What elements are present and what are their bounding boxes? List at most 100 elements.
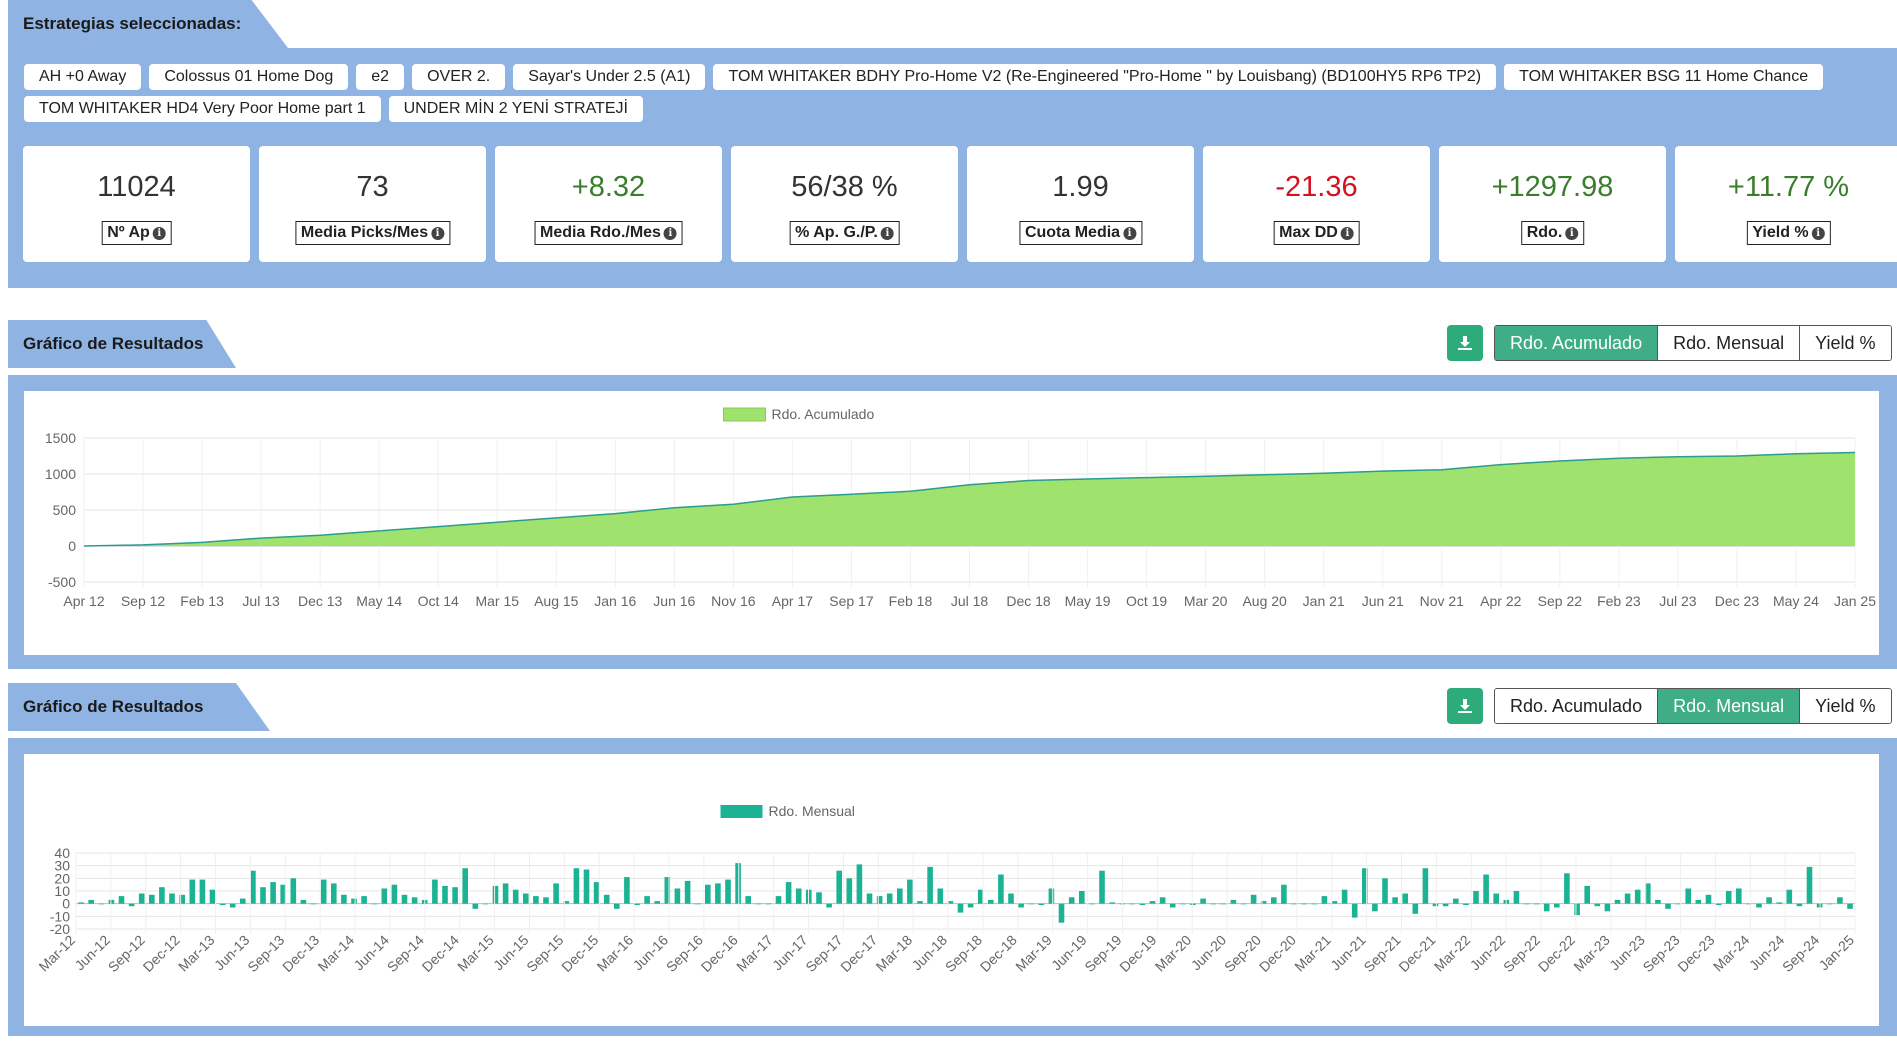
x-tick-label: Aug 15: [534, 593, 579, 609]
bar: [1837, 897, 1843, 904]
info-icon[interactable]: i: [1811, 227, 1825, 240]
x-tick-label: May 14: [356, 593, 402, 609]
x-tick-label: Jan 25: [1834, 593, 1876, 609]
legend-swatch: [723, 407, 766, 422]
x-tick-label: Apr 12: [63, 593, 104, 609]
bar: [573, 868, 580, 904]
y-tick-label: 10: [54, 883, 70, 899]
bar: [1422, 868, 1429, 904]
bar: [1786, 889, 1793, 904]
bar: [1614, 899, 1621, 904]
stat-value: -21.36: [1275, 171, 1358, 203]
bar: [937, 888, 944, 904]
bar: [1149, 901, 1156, 904]
x-tick-label: Dec-16: [698, 932, 741, 975]
bar: [1068, 897, 1075, 904]
info-icon[interactable]: i: [1340, 227, 1354, 240]
chart2-canvas: -20 -10 0 10 20 30 40 Mar-12 Jun-12 Sep-12 Dec-12 M…: [24, 754, 1879, 1026]
info-icon[interactable]: i: [1565, 227, 1579, 240]
bar: [907, 879, 913, 904]
bar: [1705, 894, 1712, 904]
y-tick-label: 1500: [45, 430, 76, 446]
bar: [1584, 885, 1590, 904]
stat-card: 56/38 % % Ap. G./P. i: [731, 146, 958, 262]
stat-card: +8.32 Media Rdo./Mes i: [495, 146, 722, 262]
info-icon[interactable]: i: [880, 227, 894, 240]
bar: [270, 882, 276, 904]
stat-label[interactable]: Rdo. i: [1520, 221, 1585, 245]
view-tab-monthly[interactable]: Rdo. Mensual: [1657, 689, 1800, 723]
stat-label[interactable]: Cuota Media i: [1018, 221, 1143, 245]
info-icon[interactable]: i: [1123, 227, 1137, 240]
stat-label[interactable]: Nº Ap i: [101, 221, 172, 245]
bar: [351, 898, 357, 904]
download-icon: [1458, 336, 1472, 350]
bar: [502, 883, 509, 904]
bar: [1301, 903, 1307, 905]
x-tick-label: Nov 16: [711, 593, 756, 609]
stat-value: 56/38 %: [791, 171, 898, 203]
bar: [1190, 903, 1196, 905]
bar: [1240, 903, 1247, 905]
x-tick-label: Dec-23: [1674, 932, 1717, 975]
stat-label[interactable]: Media Picks/Mes i: [294, 221, 451, 245]
x-tick-label: Mar 20: [1184, 593, 1228, 609]
bar: [1079, 891, 1085, 904]
x-tick-label: Sep-21: [1360, 932, 1403, 975]
bar: [1685, 888, 1691, 904]
bar: [1483, 874, 1489, 904]
view-tab-yield[interactable]: Yield %: [1799, 326, 1891, 360]
bar: [1180, 903, 1186, 905]
x-tick-label: Sep-24: [1779, 932, 1822, 975]
bar: [462, 868, 468, 904]
bar: [523, 893, 529, 904]
x-tick-label: Sep-22: [1500, 932, 1543, 975]
stat-card: 1.99 Cuota Media i: [967, 146, 1194, 262]
info-icon[interactable]: i: [152, 227, 166, 240]
view-tab-yield[interactable]: Yield %: [1799, 689, 1891, 723]
info-icon[interactable]: i: [431, 227, 445, 240]
bar: [320, 879, 327, 904]
bar: [1281, 884, 1287, 904]
bar: [1362, 868, 1368, 904]
bar: [1806, 866, 1813, 904]
view-tab-cumulative[interactable]: Rdo. Acumulado: [1495, 689, 1658, 723]
bar: [108, 899, 115, 904]
bar: [664, 877, 671, 904]
view-tab-monthly[interactable]: Rdo. Mensual: [1657, 326, 1800, 360]
bar: [250, 870, 256, 904]
stat-label[interactable]: Max DD i: [1273, 221, 1360, 245]
x-tick-label: Dec-22: [1535, 932, 1578, 975]
chart2-view-toggle: Rdo. Acumulado Rdo. Mensual Yield %: [1494, 688, 1892, 724]
bar: [1402, 893, 1408, 904]
stat-label[interactable]: Media Rdo./Mes i: [534, 221, 683, 245]
bar: [1554, 903, 1560, 908]
bar: [826, 903, 832, 908]
bar: [1260, 901, 1267, 904]
x-tick-label: Mar-15: [454, 932, 497, 975]
bar: [1008, 893, 1014, 904]
y-tick-label: -10: [50, 908, 70, 924]
bar: [1543, 903, 1550, 912]
stat-card: 73 Media Picks/Mes i: [259, 146, 486, 262]
bar: [957, 903, 964, 913]
bar: [300, 899, 307, 904]
bar: [614, 903, 620, 909]
bar: [886, 893, 893, 904]
bar: [533, 896, 539, 904]
bar: [260, 887, 266, 904]
bar: [492, 885, 499, 904]
monthly-bar-chart: -20-10010203040Mar-12Jun-12Sep-12Dec-12M…: [35, 803, 1857, 975]
stat-label-text: Nº Ap: [107, 224, 150, 241]
chart2-download-button[interactable]: [1447, 688, 1483, 724]
stat-label[interactable]: Yield % i: [1746, 221, 1831, 245]
bar: [118, 896, 125, 904]
stat-label[interactable]: % Ap. G./P. i: [789, 221, 900, 245]
x-tick-label: Sep-18: [942, 932, 985, 975]
chart1-download-button[interactable]: [1447, 325, 1483, 361]
bar: [1392, 897, 1398, 904]
view-tab-cumulative[interactable]: Rdo. Acumulado: [1495, 326, 1658, 360]
info-icon[interactable]: i: [663, 227, 677, 240]
legend-label: Rdo. Acumulado: [772, 406, 875, 422]
x-tick-label: Mar-13: [175, 932, 218, 975]
